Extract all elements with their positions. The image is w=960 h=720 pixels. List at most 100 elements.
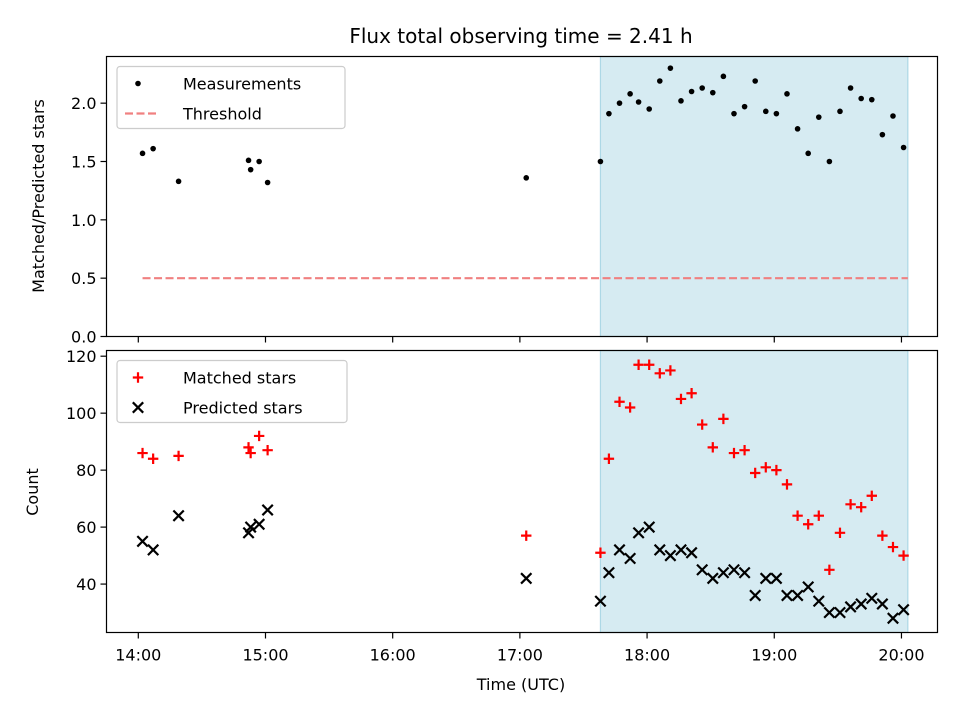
measurement-point [794,126,801,132]
matched-star-point [665,365,676,376]
predicted-star-point [897,603,910,616]
predicted-star-point [696,563,709,576]
matched-star-point [675,393,687,405]
predicted-star-point [781,589,793,602]
predicted-star-point [770,572,783,585]
measurement-point [741,103,748,110]
matched-star-point [137,447,148,459]
measurement-point [858,95,864,102]
matched-star-point [771,464,782,476]
predicted-star-point [520,572,533,585]
legend-measurement-handle [135,80,141,87]
predicted-star-point [844,600,857,613]
matched-star-point [245,447,256,459]
ytick-label: 40 [76,575,96,594]
xtick-label: 15:00 [242,646,288,665]
predicted-star-point [876,598,889,610]
ratio-legend: Measurements Threshold [116,65,346,130]
matched-star-point [595,547,606,558]
matched-star-point [877,530,888,541]
predicted-star-point [706,572,719,585]
measurement-point [606,110,612,117]
matched-star-point [898,550,909,561]
matched-star-point [855,501,867,513]
measurement-point [656,78,663,84]
measurement-point [720,73,727,80]
predicted-star-point [643,521,656,534]
measurement-point [667,65,674,71]
matched-star-point [813,510,824,521]
count-panel-frame [105,349,939,634]
matched-star-point [707,442,718,453]
predicted-star-point [791,589,804,602]
measurement-point [709,89,716,96]
ytick-label: 60 [76,518,96,537]
predicted-star-point [244,521,257,534]
matched-star-point [739,444,750,456]
predicted-star-point [728,563,740,576]
predicted-star-point [147,543,160,556]
predicted-star-point [717,566,730,579]
measurement-point [245,157,252,164]
matched-star-point [173,450,184,462]
predicted-star-point [855,598,868,610]
matched-star-point [654,368,665,379]
chart-title: Flux total observing time = 2.41 h [349,24,692,48]
count-panel-xlabel: Time (UTC) [476,675,565,694]
measurement-point [879,131,886,138]
measurement-point [762,108,769,115]
predicted-star-point [613,543,626,556]
measurement-point [646,106,652,112]
measurement-point [139,150,146,157]
legend-box [116,359,348,424]
predicted-star-point [594,595,607,608]
ratio-panel-ylabel: Matched/Predicted stars [29,99,48,293]
predicted-star-point [749,589,762,602]
measurement-point [256,158,262,165]
matched-star-point [760,462,771,473]
predicted-star-point [685,546,698,559]
measurement-point [837,108,843,115]
ratio-panel: 0.00.51.01.52.0 Matched/Predicted stars … [29,55,939,347]
matched-star-point [834,527,846,539]
predicted-star-point [602,566,615,579]
legend-label: Matched stars [183,369,296,388]
matched-star-point [718,413,729,425]
ytick-label: 120 [66,347,97,366]
ytick-label: 0.5 [71,269,96,288]
xtick-label: 16:00 [370,646,416,665]
predicted-star-point [261,504,274,516]
matched-star-point [633,359,644,370]
ytick-label: 100 [66,404,97,423]
legend-box [116,65,346,130]
ytick-label: 2.0 [71,94,96,113]
measurement-point [175,178,182,185]
matched-star-point [603,453,615,464]
count-panel-ylabel: Count [23,468,42,516]
measurement-point [597,158,604,165]
measurement-point [890,113,896,119]
measurement-point [247,166,254,173]
predicted-star-point [865,592,878,605]
predicted-star-point [653,543,666,556]
matched-star-point [521,530,532,541]
legend-predicted-handle [132,401,144,414]
measurement-point [784,91,790,97]
measurement-point [826,158,833,165]
ytick-label: 0.0 [71,328,96,347]
xtick-label: 14:00 [115,646,161,665]
predicted-star-point [823,606,836,619]
measurement-point [150,145,156,152]
ratio-panel-frame [105,55,939,338]
measurement-point [635,99,642,105]
measurement-point [678,98,684,104]
matched-star-point [696,419,708,430]
matched-star-point [614,396,625,407]
matched-star-point [824,564,835,576]
predicted-star-point [759,572,772,585]
predicted-star-point [253,518,266,531]
measurement-point [815,114,822,120]
observing-window-shade-top [599,55,909,338]
observing-window-shade-bottom [599,349,909,634]
